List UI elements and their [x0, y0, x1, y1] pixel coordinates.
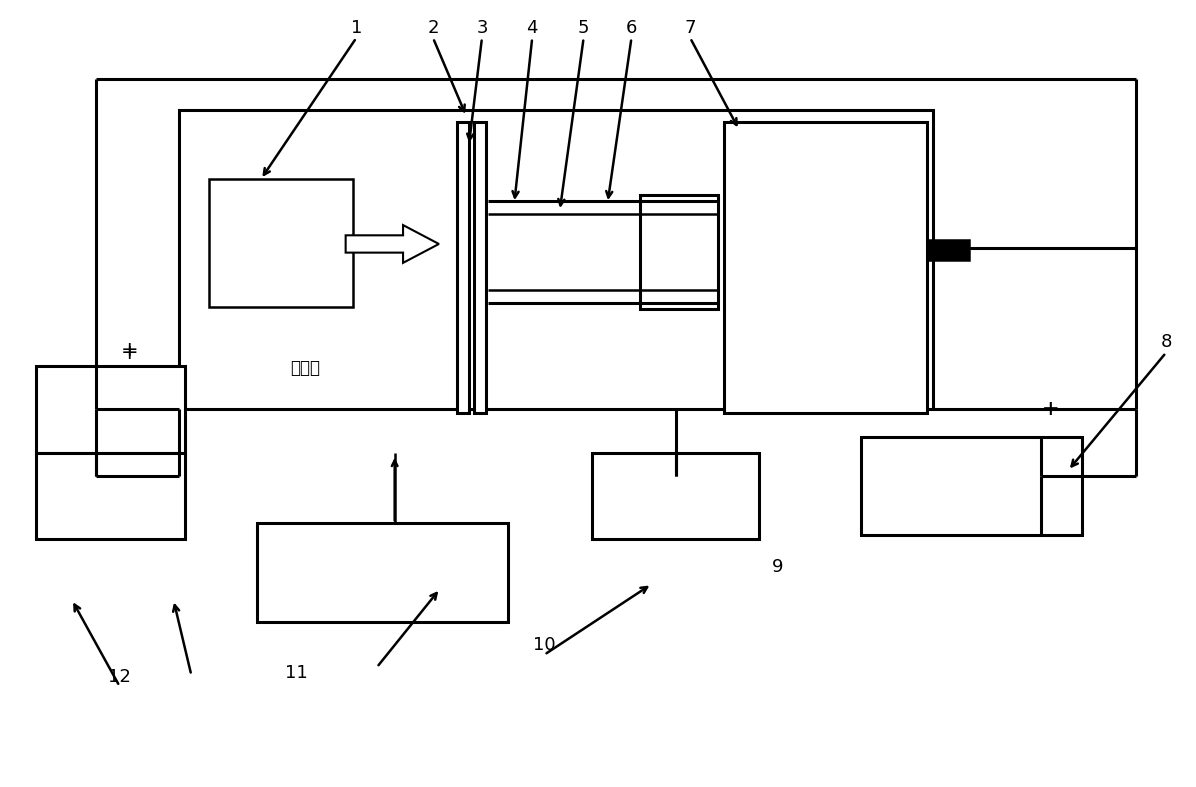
Bar [474, 122, 486, 413]
Text: 3: 3 [476, 19, 488, 36]
Text: 2: 2 [427, 19, 439, 36]
Bar [36, 453, 185, 539]
Text: +: + [121, 342, 138, 363]
Text: 9: 9 [771, 558, 783, 575]
Text: +: + [121, 340, 138, 360]
Text: 8: 8 [1160, 334, 1172, 351]
Bar [457, 122, 469, 413]
Text: 12: 12 [108, 668, 132, 685]
Bar [209, 179, 353, 307]
Bar [640, 195, 718, 309]
Bar [592, 453, 759, 539]
Text: 5: 5 [578, 19, 590, 36]
Text: 7: 7 [684, 19, 696, 36]
Text: 1: 1 [350, 19, 362, 36]
Text: +: + [1042, 399, 1058, 419]
Bar [927, 240, 969, 260]
Text: 10: 10 [533, 637, 555, 654]
Text: 11: 11 [285, 664, 309, 682]
Text: 离子束: 离子束 [289, 360, 321, 377]
Polygon shape [346, 225, 439, 263]
Bar [36, 366, 185, 453]
Bar [724, 122, 927, 413]
Bar [179, 110, 933, 409]
Text: 4: 4 [526, 19, 538, 36]
Bar [861, 437, 1082, 535]
Bar [257, 523, 508, 622]
Text: +: + [1042, 399, 1058, 419]
Text: 6: 6 [626, 19, 637, 36]
